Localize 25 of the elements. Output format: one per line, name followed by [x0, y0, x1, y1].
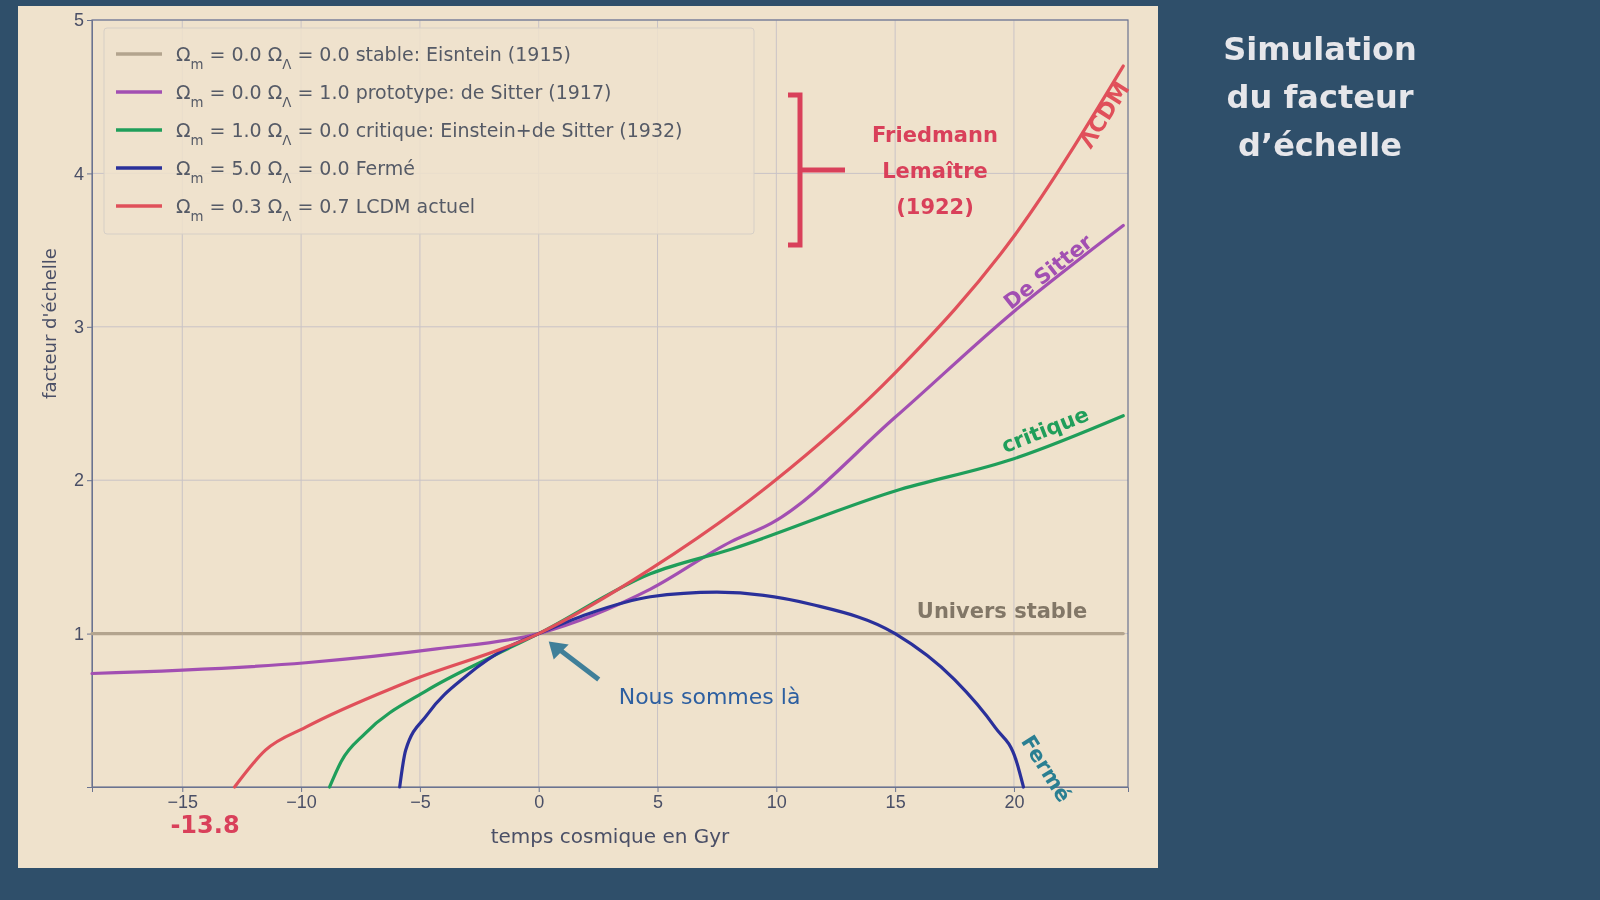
x-tick-label: −15 — [167, 791, 199, 812]
x-tick-label: 0 — [534, 791, 545, 812]
x-tick-label: −10 — [286, 791, 317, 812]
text: -13.8 — [170, 811, 240, 839]
text: Simulation du facteur d’échelle — [1223, 30, 1417, 164]
y-tick-label: 5 — [73, 10, 84, 31]
x-tick-label: 5 — [653, 791, 664, 812]
annotation: Nous sommes là — [618, 683, 801, 709]
legend-label: Ω$_{m}$ = 0.0 Ω$_{Λ}$ = 1.0 prototype: de Sitter (1917) — [176, 81, 612, 110]
line-series — [90, 223, 1125, 676]
y-tick-label: 2 — [73, 470, 84, 491]
annotation: Friedmann Lemaître (1922) — [872, 123, 998, 219]
x-tick-label: 10 — [766, 791, 787, 812]
x-tick-label: −5 — [410, 791, 431, 812]
y-tick-label: 1 — [73, 623, 84, 644]
legend-label: Ω$_{m}$ = 0.3 Ω$_{Λ}$ = 0.7 LCDM actuel — [176, 195, 476, 224]
y-tick-label: 4 — [73, 163, 84, 184]
x-axis-title: temps cosmique en Gyr — [490, 824, 731, 848]
annotation: Univers stable — [916, 598, 1088, 623]
x-tick-label: 15 — [885, 791, 906, 812]
legend-label: Ω$_{m}$ = 0.0 Ω$_{Λ}$ = 0.0 stable: Eisntein (1915) — [176, 43, 571, 72]
legend-label: Ω$_{m}$ = 5.0 Ω$_{Λ}$ = 0.0 Fermé — [176, 157, 415, 186]
y-tick-label: 3 — [73, 317, 84, 338]
y-axis-title: facteur d'échelle — [39, 248, 60, 399]
legend-label: Ω$_{m}$ = 1.0 Ω$_{Λ}$ = 0.0 critique: Einstein+de Sitter (1932) — [176, 119, 683, 148]
